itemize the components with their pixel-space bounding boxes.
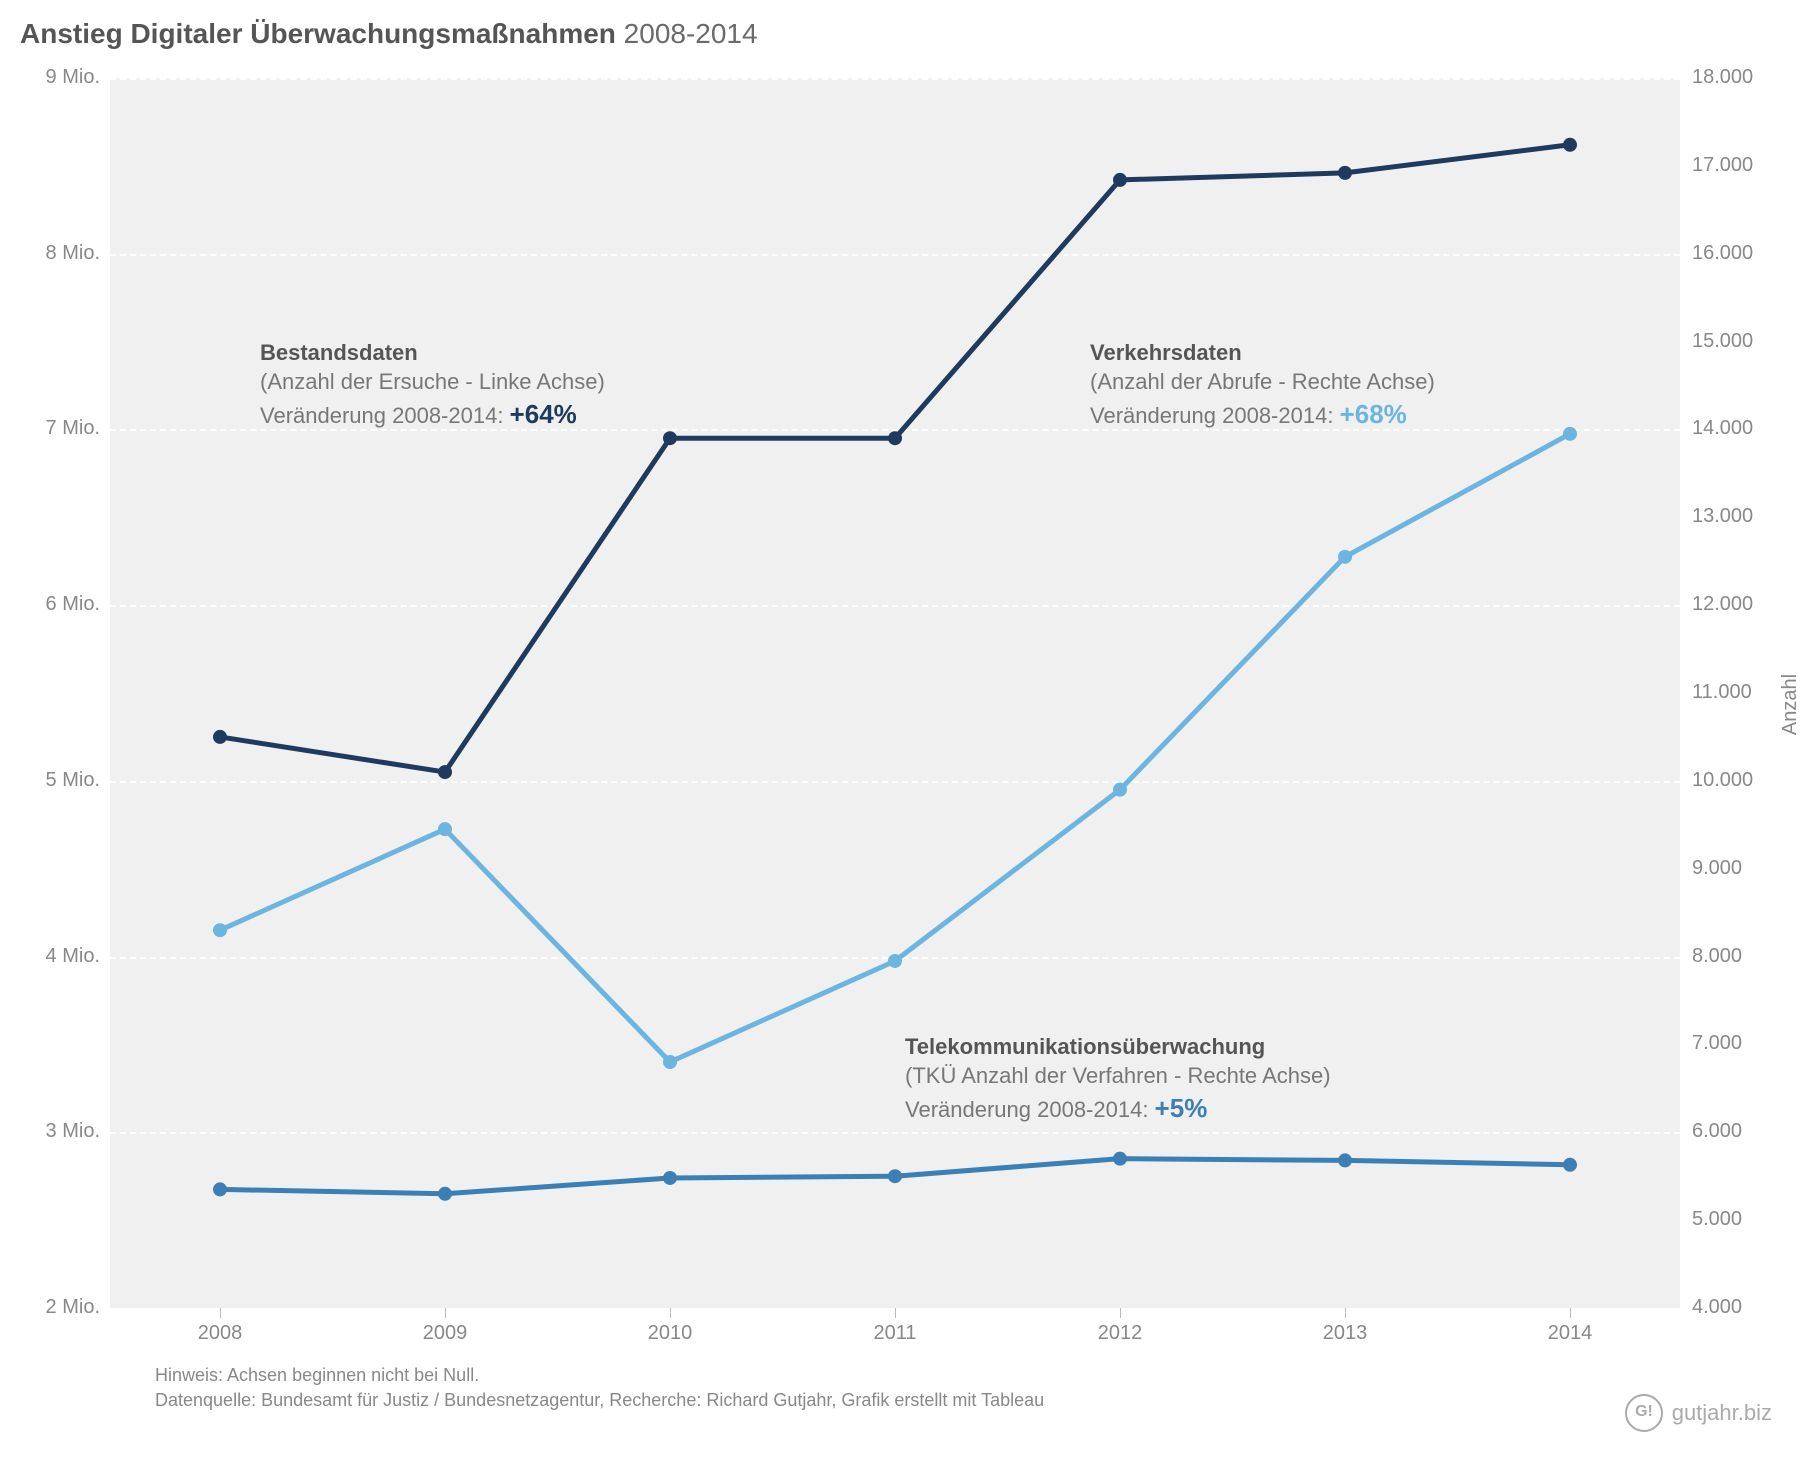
series-marker-verkehrsdaten — [663, 1055, 677, 1069]
series-marker-verkehrsdaten — [1563, 427, 1577, 441]
y-right-tick-label: 15.000 — [1692, 330, 1753, 353]
y-right-tick-label: 4.000 — [1692, 1296, 1742, 1319]
series-marker-bestandsdaten — [1113, 173, 1127, 187]
series-marker-bestandsdaten — [888, 431, 902, 445]
y-right-tick-label: 6.000 — [1692, 1120, 1742, 1143]
x-tick-label: 2009 — [405, 1322, 485, 1345]
y-right-tick-label: 5.000 — [1692, 1208, 1742, 1231]
footnote-line2: Datenquelle: Bundesamt für Justiz / Bund… — [155, 1390, 1044, 1410]
annotation-sub: (TKÜ Anzahl der Verfahren - Rechte Achse… — [905, 1063, 1331, 1088]
y-right-tick-label: 11.000 — [1692, 681, 1752, 704]
chart-container: Anstieg Digitaler Überwachungsmaßnahmen … — [0, 0, 1800, 1463]
x-tick-mark — [445, 1308, 446, 1318]
annotation-sub: (Anzahl der Ersuche - Linke Achse) — [260, 369, 605, 394]
x-tick-mark — [220, 1308, 221, 1318]
x-tick-label: 2011 — [855, 1322, 935, 1345]
y-left-tick-label: 9 Mio. — [15, 66, 100, 89]
y-right-tick-label: 14.000 — [1692, 417, 1753, 440]
y-right-tick-label: 13.000 — [1692, 505, 1753, 528]
annotation-head: Verkehrsdaten — [1090, 340, 1242, 365]
x-tick-label: 2013 — [1305, 1322, 1385, 1345]
attribution-text: gutjahr.biz — [1672, 1400, 1772, 1426]
x-tick-label: 2008 — [180, 1322, 260, 1345]
y-left-tick-label: 5 Mio. — [15, 769, 100, 792]
annotation-pct: +5% — [1155, 1093, 1208, 1123]
series-marker-bestandsdaten — [438, 765, 452, 779]
y-right-tick-label: 12.000 — [1692, 593, 1753, 616]
series-marker-tkue — [213, 1182, 227, 1196]
y-right-tick-label: 17.000 — [1692, 154, 1753, 177]
annotation-verkehrsdaten: Verkehrsdaten (Anzahl der Abrufe - Recht… — [1090, 338, 1435, 432]
series-marker-verkehrsdaten — [888, 954, 902, 968]
attribution: G! gutjahr.biz — [1624, 1393, 1772, 1433]
annotation-sub: (Anzahl der Abrufe - Rechte Achse) — [1090, 369, 1435, 394]
annotation-pct: +68% — [1340, 399, 1407, 429]
annotation-bestandsdaten: Bestandsdaten (Anzahl der Ersuche - Link… — [260, 338, 605, 432]
x-tick-mark — [895, 1308, 896, 1318]
y-left-tick-label: 6 Mio. — [15, 593, 100, 616]
series-marker-bestandsdaten — [663, 431, 677, 445]
x-tick-label: 2010 — [630, 1322, 710, 1345]
annotation-change-prefix: Veränderung 2008-2014: — [260, 403, 510, 428]
x-tick-label: 2012 — [1080, 1322, 1160, 1345]
y-left-tick-label: 4 Mio. — [15, 945, 100, 968]
series-marker-bestandsdaten — [1563, 138, 1577, 152]
annotation-head: Bestandsdaten — [260, 340, 418, 365]
y-left-tick-label: 7 Mio. — [15, 417, 100, 440]
logo-icon: G! — [1624, 1393, 1664, 1433]
y-left-tick-label: 3 Mio. — [15, 1120, 100, 1143]
series-marker-verkehrsdaten — [438, 822, 452, 836]
x-tick-mark — [1120, 1308, 1121, 1318]
y-right-tick-label: 10.000 — [1692, 769, 1753, 792]
y-right-tick-label: 7.000 — [1692, 1032, 1742, 1055]
x-tick-label: 2014 — [1530, 1322, 1610, 1345]
series-marker-verkehrsdaten — [1338, 550, 1352, 564]
series-marker-bestandsdaten — [1338, 166, 1352, 180]
y-left-tick-label: 2 Mio. — [15, 1296, 100, 1319]
x-tick-mark — [1570, 1308, 1571, 1318]
svg-text:G!: G! — [1635, 1403, 1653, 1420]
annotation-head: Telekommunikationsüberwachung — [905, 1034, 1265, 1059]
series-marker-tkue — [1338, 1153, 1352, 1167]
series-marker-bestandsdaten — [213, 730, 227, 744]
annotation-pct: +64% — [510, 399, 577, 429]
annotation-change-prefix: Veränderung 2008-2014: — [1090, 403, 1340, 428]
series-marker-verkehrsdaten — [213, 923, 227, 937]
series-marker-tkue — [888, 1169, 902, 1183]
series-marker-tkue — [438, 1187, 452, 1201]
footnote: Hinweis: Achsen beginnen nicht bei Null.… — [155, 1363, 1044, 1413]
y-left-tick-label: 8 Mio. — [15, 242, 100, 265]
x-tick-mark — [670, 1308, 671, 1318]
y-right-tick-label: 8.000 — [1692, 945, 1742, 968]
series-marker-verkehrsdaten — [1113, 783, 1127, 797]
series-marker-tkue — [663, 1171, 677, 1185]
chart-lines-svg — [0, 0, 1800, 1463]
y-right-tick-label: 18.000 — [1692, 66, 1753, 89]
y-right-tick-label: 16.000 — [1692, 242, 1753, 265]
series-marker-tkue — [1563, 1158, 1577, 1172]
annotation-tkue: Telekommunikationsüberwachung (TKÜ Anzah… — [905, 1032, 1331, 1126]
y-right-axis-label: Anzahl — [1779, 674, 1800, 735]
x-tick-mark — [1345, 1308, 1346, 1318]
series-line-bestandsdaten — [220, 145, 1570, 772]
footnote-line1: Hinweis: Achsen beginnen nicht bei Null. — [155, 1365, 479, 1385]
annotation-change-prefix: Veränderung 2008-2014: — [905, 1097, 1155, 1122]
y-right-tick-label: 9.000 — [1692, 857, 1742, 880]
series-marker-tkue — [1113, 1152, 1127, 1166]
